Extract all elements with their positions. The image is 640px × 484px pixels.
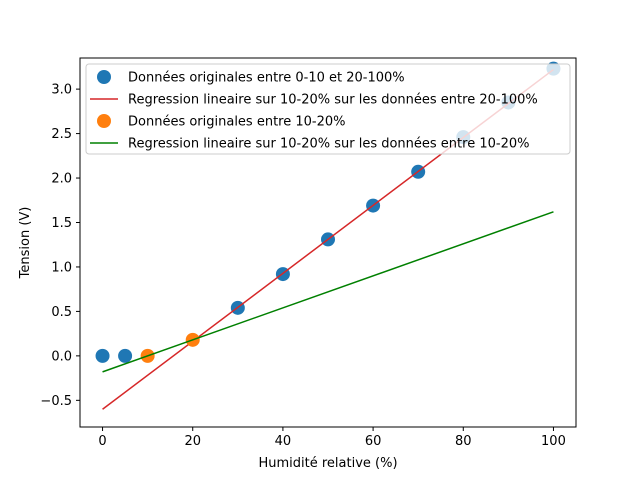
x-tick-label: 0	[98, 434, 106, 449]
legend-item-0: Données originales entre 0-10 et 20-100%	[97, 70, 405, 86]
x-axis-label: Humidité relative (%)	[258, 456, 397, 471]
legend: Données originales entre 0-10 et 20-100%…	[85, 63, 571, 155]
legend-label: Données originales entre 0-10 et 20-100%	[128, 71, 405, 86]
y-tick-label: −0.5	[40, 394, 72, 409]
legend-label: Données originales entre 10-20%	[128, 115, 346, 130]
legend-item-2: Données originales entre 10-20%	[97, 114, 346, 130]
series-3-line	[102, 211, 554, 373]
y-tick-label: 2.5	[51, 127, 72, 142]
y-tick-label: 1.5	[51, 216, 72, 231]
legend-item-3: Regression lineaire sur 10-20% sur les d…	[90, 137, 529, 152]
legend-item-1: Regression lineaire sur 10-20% sur les d…	[90, 93, 538, 108]
y-tick-label: 0.5	[51, 305, 72, 320]
y-tick-label: 3.0	[51, 83, 72, 98]
x-tick-label: 40	[275, 434, 292, 449]
axes-frame	[79, 57, 577, 428]
y-axis-label: Tension (V)	[18, 207, 33, 280]
x-tick-label: 60	[365, 434, 382, 449]
legend-marker-swatch	[97, 70, 111, 84]
legend-box	[85, 63, 571, 155]
legend-label: Regression lineaire sur 10-20% sur les d…	[128, 93, 538, 108]
y-tick-label: 2.0	[51, 172, 72, 187]
legend-label: Regression lineaire sur 10-20% sur les d…	[128, 137, 529, 152]
x-tick-label: 100	[541, 434, 566, 449]
series-0-point-1	[118, 348, 133, 363]
x-axis-ticks: 0 20 40 60 80 100	[98, 427, 566, 449]
series-0-point-0	[95, 348, 110, 363]
y-tick-label: 0.0	[51, 349, 72, 364]
y-tick-label: 1.0	[51, 260, 72, 275]
legend-marker-swatch	[97, 114, 111, 128]
x-tick-label: 20	[184, 434, 201, 449]
y-axis-ticks: −0.5 0.0 0.5 1.0 1.5 2.0 2.5 3.0	[40, 83, 80, 409]
x-tick-label: 80	[455, 434, 472, 449]
